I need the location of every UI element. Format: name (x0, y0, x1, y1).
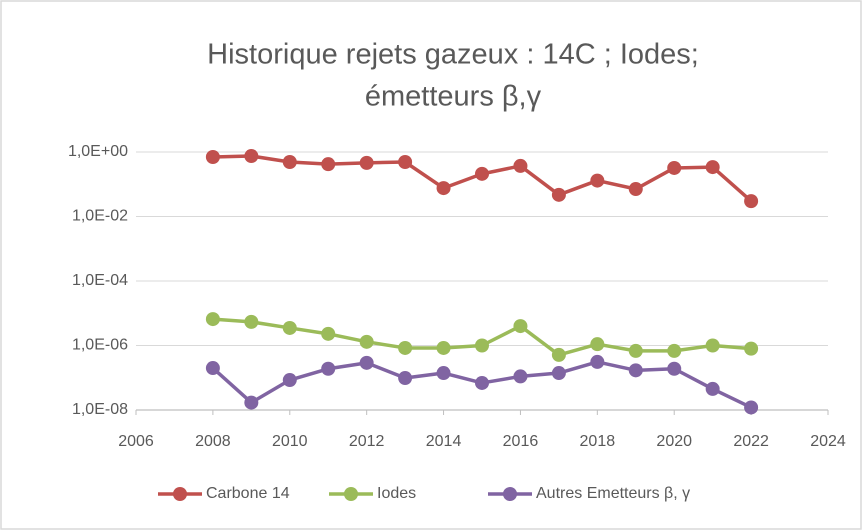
data-point (282, 320, 297, 335)
data-point (667, 343, 682, 358)
data-point (744, 194, 759, 209)
data-point (513, 319, 528, 334)
data-point (436, 340, 451, 355)
y-tick-label: 1,0E-06 (72, 337, 128, 354)
data-point (628, 343, 643, 358)
x-tick-label: 2016 (503, 433, 539, 450)
data-point (475, 375, 489, 390)
data-point (475, 166, 489, 181)
x-tick-label: 2012 (349, 433, 385, 450)
data-point (513, 369, 528, 384)
y-tick-label: 1,0E-08 (72, 401, 128, 418)
data-point (205, 149, 220, 164)
data-point (667, 361, 682, 376)
data-point (590, 354, 605, 369)
data-point (205, 312, 220, 327)
data-point (321, 157, 336, 172)
data-point (398, 340, 413, 355)
y-tick-label: 1,0E+00 (68, 143, 128, 160)
data-point (551, 347, 566, 362)
data-point (475, 338, 489, 353)
x-tick-label: 2006 (118, 433, 154, 450)
data-point (551, 187, 566, 202)
data-point (590, 173, 605, 188)
data-point (359, 355, 374, 370)
x-tick-label: 2008 (195, 433, 231, 450)
x-tick-label: 2020 (656, 433, 692, 450)
legend-marker (344, 487, 358, 501)
data-point (244, 314, 259, 329)
data-point (744, 341, 759, 356)
chart-title: Historique rejets gazeux : 14C ; Iodes; (207, 39, 699, 71)
y-tick-label: 1,0E-04 (72, 272, 128, 289)
data-point (705, 381, 720, 396)
x-tick-label: 2024 (810, 433, 846, 450)
data-point (551, 366, 566, 381)
data-point (705, 338, 720, 353)
legend-marker (503, 487, 517, 501)
data-point (744, 400, 759, 415)
x-tick-label: 2022 (733, 433, 769, 450)
legend-label: Carbone 14 (206, 485, 290, 502)
x-tick-label: 2018 (580, 433, 616, 450)
data-point (282, 154, 297, 169)
data-point (205, 361, 220, 376)
data-point (359, 334, 374, 349)
legend-marker (173, 487, 187, 501)
data-point (321, 326, 336, 341)
data-point (667, 160, 682, 175)
data-point (398, 371, 413, 386)
data-point (244, 395, 259, 410)
y-tick-label: 1,0E-02 (72, 208, 128, 225)
data-point (628, 182, 643, 197)
data-point (628, 363, 643, 378)
data-point (244, 149, 259, 164)
legend-label: Autres Emetteurs β, γ (536, 485, 690, 502)
data-point (513, 158, 528, 173)
x-tick-label: 2014 (426, 433, 462, 450)
x-tick-label: 2010 (272, 433, 308, 450)
data-point (590, 337, 605, 352)
chart-title: émetteurs β,γ (365, 81, 542, 113)
data-point (282, 373, 297, 388)
data-point (436, 181, 451, 196)
legend-label: Iodes (377, 485, 416, 502)
data-point (359, 155, 374, 170)
data-point (436, 366, 451, 381)
data-point (321, 361, 336, 376)
data-point (705, 160, 720, 175)
data-point (398, 154, 413, 169)
